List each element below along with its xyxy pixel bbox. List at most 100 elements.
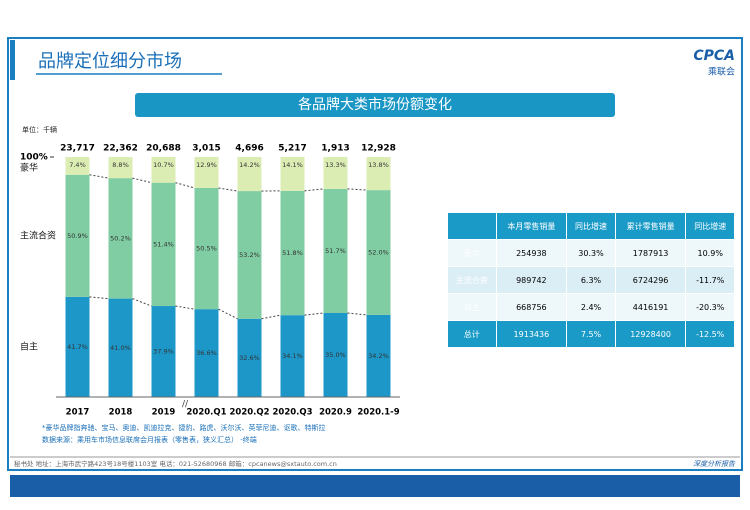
chart-title-box [135, 93, 615, 117]
bar-segment [151, 157, 176, 183]
connector [347, 188, 367, 191]
bar-segment [366, 157, 391, 191]
note: *豪华品牌指奔驰、宝马、奥迪、凯迪拉克、捷豹、路虎、沃尔沃、英菲尼迪、讴歌、特斯… [42, 423, 326, 432]
connector [89, 174, 109, 179]
table-row: 自主 668756 2.4% 4416191 -20.3% [447, 293, 735, 321]
bar-segment [194, 157, 219, 188]
data-label: 13.3% [325, 161, 346, 169]
data-label: 41.0% [110, 344, 131, 352]
total-label: 22,362 [103, 144, 138, 154]
connector [304, 188, 324, 192]
table-cell: 30.3% [566, 239, 616, 267]
table-cell: 总计 [447, 320, 497, 348]
total-label: 12,928 [361, 144, 396, 154]
data-label: 50.9% [67, 232, 88, 240]
table-cell: 6724296 [614, 266, 687, 294]
data-label: 14.1% [282, 161, 303, 169]
connector [132, 298, 152, 307]
x-tick-label: 2017 [66, 408, 90, 418]
x-tick-label: 2020.Q2 [229, 408, 269, 418]
table-row: 主流合资 989742 6.3% 6724296 -11.7% [447, 266, 735, 294]
unit: 单位：千辆 [22, 125, 57, 134]
total-label: 1,913 [321, 144, 349, 154]
bar-segment [280, 190, 305, 316]
connector [304, 312, 324, 316]
table-cell: -12.5% [685, 320, 735, 348]
bar-segment [151, 182, 176, 307]
series-label: 自主 [20, 340, 38, 352]
table-cell: 1787913 [614, 239, 687, 267]
data-label: 41.7% [67, 343, 88, 351]
bar-segment [65, 157, 90, 175]
frame [7, 37, 743, 471]
data-label: 51.7% [325, 247, 346, 255]
x-tick-label: 2020.9 [319, 408, 352, 418]
series-label: 主流合资 [20, 229, 56, 241]
bar-segment [108, 298, 133, 397]
bar-segment [194, 309, 219, 397]
data-label: 34.1% [282, 352, 303, 360]
data-label: 51.8% [282, 249, 303, 257]
data-label: 32.6% [239, 354, 260, 362]
data-label: 51.4% [153, 240, 174, 248]
data-label: 37.9% [153, 348, 174, 356]
table-cell: 6.3% [566, 266, 616, 294]
table-cell: 主流合资 [447, 266, 497, 294]
connector [175, 305, 195, 310]
data-label: 12.9% [196, 161, 217, 169]
bar-segment [151, 306, 176, 397]
x-tick-label: 2018 [109, 408, 133, 418]
table-row: 总计 1913436 7.5% 12928400 -12.5% [447, 320, 735, 348]
table-cell: 4416191 [614, 293, 687, 321]
table-cell: 累计零售销量 [614, 212, 687, 240]
table-cell: 10.9% [685, 239, 735, 267]
page-title: 品牌定位细分市场 [38, 51, 182, 72]
bar-segment [366, 314, 391, 397]
table-cell: 豪华 [447, 239, 497, 267]
data-label: 7.4% [69, 161, 86, 169]
data-label: 10.7% [153, 161, 174, 169]
table-cell: 668756 [495, 293, 568, 321]
data-table: 本月零售销量 同比增速 累计零售销量 同比增速 豪华 254938 30.3% 1787913… [447, 212, 735, 348]
footer-tag: 深度分析报告 [693, 460, 736, 468]
total-label: 20,688 [146, 144, 181, 154]
total-label: 23,717 [60, 144, 95, 154]
connector [175, 182, 195, 189]
chart-title: 各品牌大类市场份额变化 [298, 96, 452, 113]
table-cell [447, 212, 497, 240]
table-cell: 2.4% [566, 293, 616, 321]
bar-segment [280, 157, 305, 191]
table-cell: 7.5% [566, 320, 616, 348]
x-tick-label: 2020.Q1 [186, 408, 226, 418]
table-row: 豪华 254938 30.3% 1787913 10.9% [447, 239, 735, 267]
data-label: 36.6% [196, 349, 217, 357]
table-row: 本月零售销量 同比增速 累计零售销量 同比增速 [447, 212, 735, 240]
bar-segment [237, 157, 262, 192]
table-cell: 1913436 [495, 320, 568, 348]
bar-segment [280, 315, 305, 397]
footer-bar [10, 475, 740, 497]
total-label: 3,015 [192, 144, 220, 154]
bar-segment [65, 174, 90, 297]
x-tick-label: 2019 [152, 408, 176, 418]
total-label: 4,696 [235, 144, 263, 154]
axis-break: // [182, 400, 189, 410]
bar-segment [108, 157, 133, 179]
connector [89, 296, 109, 300]
connector [347, 312, 367, 316]
logo: CPCA [693, 48, 735, 64]
footer-address: 秘书处 地址：上海市武宁路423号18号楼1103室 电话：021-526809… [14, 459, 337, 468]
data-label: 8.8% [112, 161, 129, 169]
data-label: 14.2% [239, 161, 260, 169]
data-label: 35.0% [325, 351, 346, 359]
bar-segment [237, 191, 262, 319]
series-label: 豪华 [20, 162, 38, 174]
data-label: 50.2% [110, 234, 131, 242]
table-cell: 同比增速 [685, 212, 735, 240]
bar-segment [65, 296, 90, 397]
data-label: 34.2% [368, 352, 389, 360]
connector [261, 314, 281, 320]
bar-segment [323, 188, 348, 313]
